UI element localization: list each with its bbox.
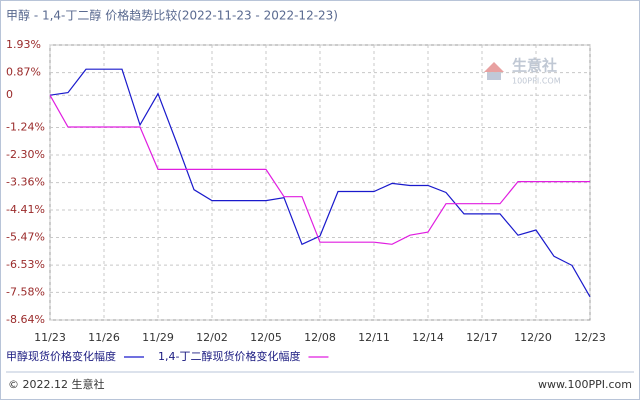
legend-label: 1,4-丁二醇现货价格变化幅度 [158, 349, 300, 363]
y-tick-label: 1.93% [6, 38, 41, 51]
watermark-logo [484, 62, 504, 72]
series-line [49, 94, 590, 245]
watermark-name: 生意社 [512, 57, 557, 75]
footer-copyright: © 2022.12 生意社 [8, 377, 104, 391]
y-tick-label: -6.53% [6, 258, 45, 271]
x-tick-label: 11/26 [88, 331, 120, 344]
y-tick-label: -5.47% [6, 231, 45, 244]
y-tick-label: -8.64% [6, 313, 45, 326]
y-tick-label: -2.30% [6, 148, 45, 161]
series-line [49, 68, 591, 298]
watermark-logo-base [487, 72, 501, 80]
x-tick-label: 12/17 [466, 331, 498, 344]
x-tick-label: 12/20 [520, 331, 552, 344]
x-tick-label: 12/11 [358, 331, 390, 344]
chart-title: 甲醇 - 1,4-丁二醇 价格趋势比较(2022-11-23 - 2022-12… [6, 8, 338, 23]
x-tick-label: 12/14 [412, 331, 444, 344]
y-tick-label: -3.36% [6, 176, 45, 189]
x-tick-label: 12/08 [304, 331, 336, 344]
x-tick-label: 12/23 [574, 331, 606, 344]
x-tick-label: 11/23 [34, 331, 66, 344]
y-tick-label: 0 [6, 88, 13, 101]
y-tick-label: -4.41% [6, 203, 45, 216]
y-tick-label: -7.58% [6, 285, 45, 298]
x-tick-label: 12/02 [196, 331, 228, 344]
footer-url: www.100PPI.com [538, 378, 632, 391]
y-tick-label: -1.24% [6, 120, 45, 133]
x-tick-label: 11/29 [142, 331, 174, 344]
y-tick-label: 0.87% [6, 66, 41, 79]
legend-label: 甲醇现货价格变化幅度 [6, 349, 116, 363]
x-tick-label: 12/05 [250, 331, 282, 344]
